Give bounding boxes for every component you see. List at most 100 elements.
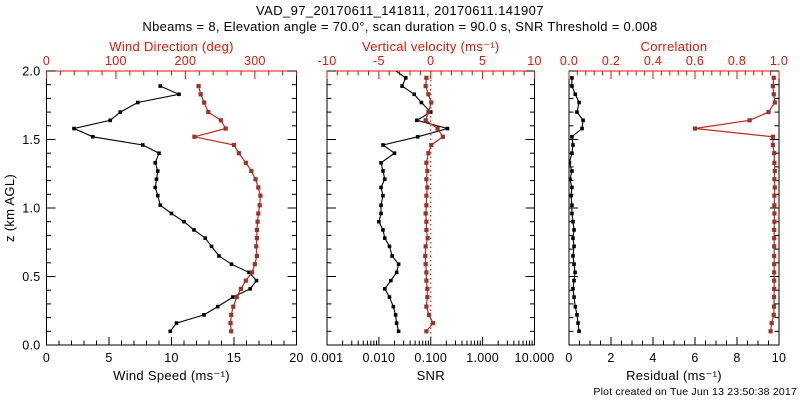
snr-marker [390,254,394,258]
residual-marker [571,287,575,291]
wind-speed-marker [108,118,113,123]
residual-marker [576,321,580,325]
wind-direction-marker [196,83,201,89]
vertical-velocity-marker [425,294,430,300]
residual-marker [570,151,574,155]
x-tick-label: 10 [164,351,179,365]
vertical-velocity-marker [435,126,440,131]
wind-direction-marker [249,270,255,275]
y-axis-label: z (km AGL) [2,174,17,242]
figure-subtitle: Nbeams = 8, Elevation angle = 70.0°, sca… [142,19,658,34]
snr-marker [419,100,424,105]
residual-marker [577,329,581,334]
correlation-marker [772,253,777,259]
wind-speed-marker [177,92,181,97]
residual-marker [572,262,576,266]
wind-speed-marker [229,262,234,266]
wind-direction-marker [236,151,241,156]
x-tick-label: 5 [479,54,486,68]
residual-marker [571,254,575,258]
wind-speed-marker [155,169,160,173]
wind-direction-marker [255,219,260,224]
x-tick-label: -10 [318,54,337,68]
wind-speed-marker [215,304,220,309]
vertical-velocity-marker [429,100,434,105]
residual-marker [571,143,575,147]
snr-marker [392,151,397,155]
residual-marker [573,270,577,275]
snr-marker [390,66,394,70]
wind-speed-marker [158,84,163,88]
vertical-velocity-marker [424,227,429,233]
residual-marker [570,169,574,173]
wind-direction-marker [192,134,197,139]
residual-marker [569,177,572,182]
correlation-marker [772,286,777,291]
top-axis-label: Vertical velocity (ms⁻¹) [362,39,500,54]
top-axis: 0 100 200 300 Wind Direction (deg) [43,39,297,79]
x-tick-label: 300 [244,54,266,68]
correlation-marker [772,236,777,241]
snr-marker [377,219,381,224]
snr-marker [379,203,383,208]
wind-speed-marker [157,151,161,155]
x-tick-label: 15 [227,351,242,365]
correlation-marker [771,304,777,309]
vertical-velocity-marker [425,236,430,241]
x-tick-label: 0 [43,54,50,68]
x-tick-label: 10.000 [514,351,554,365]
wind-direction-marker [243,160,248,165]
vertical-velocity-marker [426,151,431,156]
vertical-velocity-marker [424,270,429,275]
x-tick-label: 0 [427,54,434,68]
x-tick-label: 10 [772,351,787,365]
x-tick-label: 0.8 [728,54,746,68]
bottom-axis: 0 5 10 15 20 Wind Speed (ms⁻¹) [43,337,304,383]
correlation-marker [772,211,777,216]
wind-direction-series [192,83,263,334]
correlation-marker [772,160,777,165]
snr-marker [394,270,399,275]
wind-speed-marker [154,177,159,182]
vertical-velocity-marker [424,278,429,283]
correlation-marker [769,320,774,326]
residual-marker [570,134,574,139]
x-tick-label: 20 [289,351,304,365]
vertical-velocity-marker [425,168,430,174]
correlation-marker [772,219,777,224]
correlation-marker [770,83,776,89]
vertical-velocity-marker [424,219,429,224]
x-tick-label: 5 [105,351,112,365]
snr-marker [415,118,419,123]
correlation-marker [766,110,771,115]
snr-line [378,71,450,332]
panel-residual-correlation: 0 2 4 6 8 10 Residual (ms⁻¹) 0.0 0.2 0.4 0.6 0.8 1.0… [560,39,788,383]
y-tick-label: 2.0 [22,65,40,79]
panel-snr-vertical-velocity: 0.001 0.010 0.100 1.000 10.000 SNR -10 -5 0 5 10 Ve… [311,39,555,383]
correlation-marker [768,329,773,334]
correlation-marker [772,262,777,267]
top-axis: 0.0 0.2 0.4 0.6 0.8 1.0 Correlation [560,39,788,79]
wind-speed-marker [168,329,173,334]
wind-direction-marker [231,142,237,148]
residual-marker [573,304,578,309]
wind-direction-marker [228,320,233,326]
correlation-marker [772,177,777,182]
x-tick-label: 0.100 [414,351,447,365]
top-axis-label: Correlation [641,39,708,54]
residual-marker [575,313,579,317]
wind-speed-marker [72,126,76,131]
wind-direction-line [194,85,262,332]
vertical-velocity-marker [423,253,428,259]
vertical-velocity-marker [423,244,428,249]
snr-marker [381,143,385,147]
y-tick-label: 0.0 [22,339,40,353]
wind-speed-marker [158,203,163,208]
correlation-marker [772,244,777,249]
wind-speed-marker [202,313,206,317]
snr-marker [403,76,408,80]
x-tick-label: 0.010 [362,351,395,365]
wind-speed-marker [153,160,158,165]
plot-created-caption: Plot created on Tue Jun 13 23:50:38 2017 [593,386,797,398]
wind-speed-marker [155,193,160,198]
